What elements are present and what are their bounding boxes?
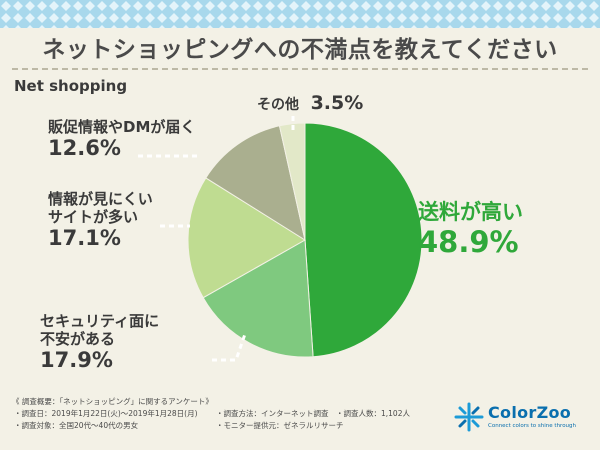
footer-target: ・調査対象：全国20代〜40代の男女 xyxy=(14,421,139,430)
header-pattern xyxy=(0,0,600,28)
page-title: ネットショッピングへの不満点を教えてください xyxy=(42,37,558,63)
slice-shipping xyxy=(304,122,423,358)
footer-overview: 《 調査概要：「ネットショッピング」に関するアンケート》 xyxy=(12,397,213,406)
label-dm: 販促情報やDMが届く 12.6% xyxy=(48,118,195,161)
label-info-value: 17.1% xyxy=(48,226,121,250)
label-info-line2: サイトが多い xyxy=(48,208,139,226)
brand-tagline: Connect colors to shine through xyxy=(488,423,577,429)
footer-count: ・調査人数：1,102人 xyxy=(336,409,410,418)
label-info: 情報が見にくい サイトが多い 17.1% xyxy=(48,190,153,251)
label-dm-value: 12.6% xyxy=(48,136,121,160)
chart-subtitle: Net shopping xyxy=(14,77,128,95)
diamond-pattern xyxy=(0,0,600,28)
brand-name: ColorZoo xyxy=(488,403,572,422)
brand-logo: ColorZoo Connect colors to shine through xyxy=(454,402,594,432)
label-shipping-name: 送料が高い xyxy=(418,200,523,224)
footer-date: ・調査日：2019年1月22日(火)〜2019年1月28日(月) xyxy=(14,409,198,418)
slice-info xyxy=(187,177,306,299)
slice-security xyxy=(202,239,314,358)
footer-method: ・調査方法：インターネット調査 xyxy=(216,409,329,418)
slice-other xyxy=(278,122,306,241)
label-dm-name: 販促情報やDMが届く xyxy=(48,118,196,136)
label-other-value: 3.5% xyxy=(310,92,364,114)
footer-provider: ・モニター提供元：ゼネラルリサーチ xyxy=(216,421,344,430)
title-divider xyxy=(12,68,588,70)
label-security-line1: セキュリティ面に xyxy=(40,312,160,330)
label-shipping-value: 48.9% xyxy=(418,225,519,260)
label-security: セキュリティ面に 不安がある 17.9% xyxy=(40,312,159,373)
label-security-value: 17.9% xyxy=(40,348,113,372)
colorzoo-logo-icon xyxy=(454,402,484,432)
label-other: その他 3.5% xyxy=(257,92,363,115)
label-other-name: その他 xyxy=(257,97,299,113)
label-security-line2: 不安がある xyxy=(40,330,116,348)
slice-dm xyxy=(205,125,306,242)
label-info-line1: 情報が見にくい xyxy=(48,190,153,208)
label-shipping: 送料が高い 48.9% xyxy=(418,200,523,260)
